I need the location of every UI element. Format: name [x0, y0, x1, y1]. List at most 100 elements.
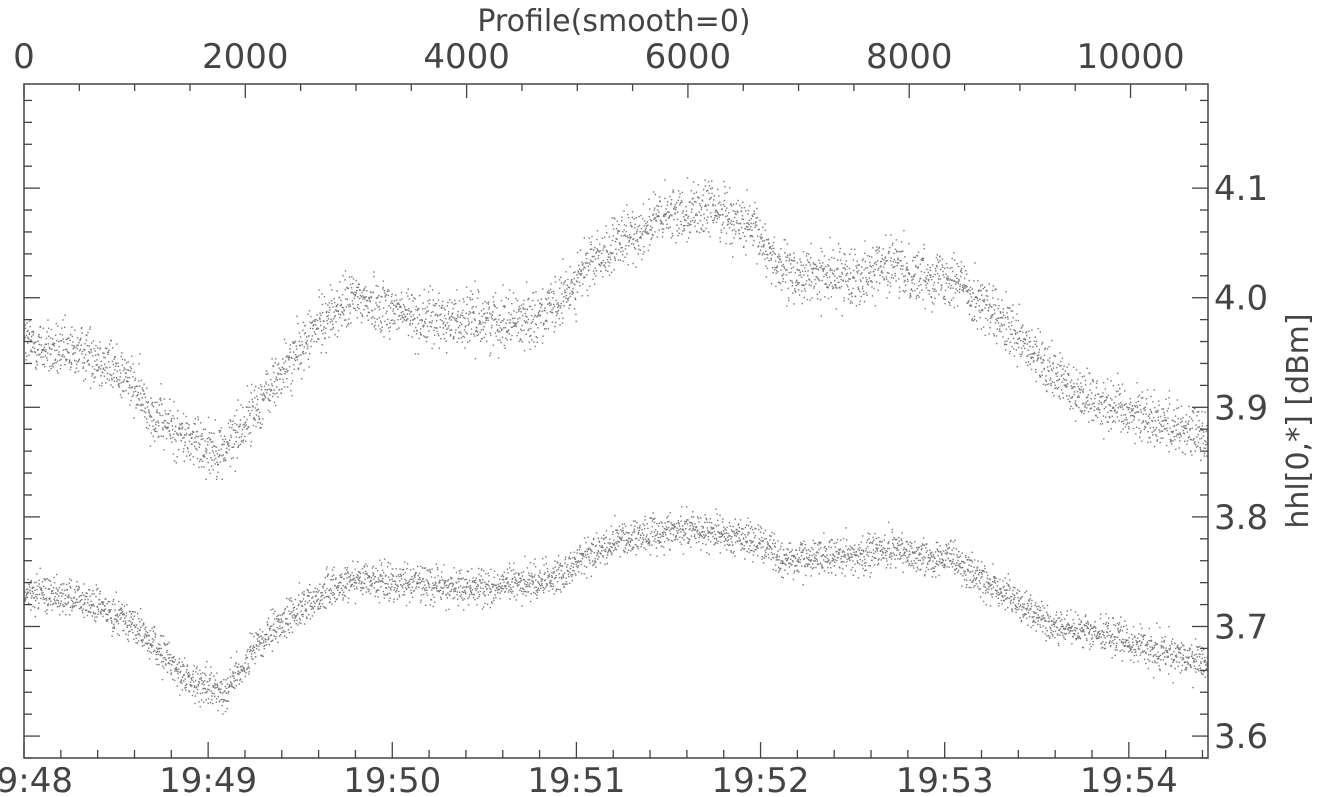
data-point	[457, 314, 459, 316]
data-point	[722, 203, 725, 206]
data-point	[417, 323, 420, 325]
data-point	[144, 416, 146, 418]
data-point	[238, 426, 240, 428]
data-point	[221, 455, 223, 457]
data-point	[120, 372, 122, 374]
data-point	[491, 324, 493, 327]
data-point	[849, 253, 851, 255]
data-point	[1204, 439, 1206, 442]
data-point	[160, 647, 162, 650]
data-point	[139, 392, 142, 395]
data-point	[783, 267, 786, 269]
data-point	[740, 227, 743, 229]
data-point	[657, 214, 659, 217]
data-point	[119, 369, 121, 371]
data-point	[113, 626, 115, 628]
data-point	[839, 287, 841, 289]
data-point	[502, 284, 504, 286]
data-point	[240, 678, 242, 680]
data-point	[184, 441, 186, 443]
data-point	[135, 624, 138, 626]
data-point	[635, 240, 637, 242]
data-point	[167, 657, 170, 659]
data-point	[206, 449, 208, 451]
data-point	[907, 269, 909, 271]
data-point	[960, 261, 963, 263]
data-point	[345, 298, 347, 300]
data-point	[153, 428, 155, 430]
data-point	[370, 297, 373, 299]
data-point	[1140, 411, 1142, 413]
data-point	[287, 356, 290, 359]
data-point	[209, 674, 211, 676]
data-point	[496, 321, 498, 323]
data-point	[916, 255, 919, 257]
data-point	[961, 286, 964, 288]
data-point	[971, 319, 973, 321]
data-point	[376, 304, 378, 306]
data-point	[200, 676, 202, 679]
data-point	[1083, 412, 1085, 415]
data-point	[352, 283, 354, 285]
data-point	[355, 309, 357, 311]
data-point	[314, 319, 316, 321]
data-point	[401, 315, 403, 317]
data-point	[994, 312, 996, 315]
data-point	[790, 263, 792, 265]
data-point	[152, 401, 154, 404]
data-point	[131, 395, 133, 398]
data-point	[833, 257, 835, 259]
data-point	[86, 334, 88, 336]
data-point	[679, 193, 681, 195]
data-point	[639, 249, 642, 251]
data-point	[28, 332, 31, 334]
data-point	[579, 273, 581, 275]
data-point	[202, 672, 204, 674]
data-point	[588, 237, 590, 239]
data-point	[134, 386, 136, 388]
data-point	[274, 638, 277, 640]
data-point	[1006, 312, 1008, 314]
data-point	[41, 581, 44, 583]
data-point	[792, 266, 795, 268]
data-point	[273, 401, 276, 403]
data-point	[1136, 406, 1139, 409]
data-point	[1113, 402, 1115, 404]
data-point	[127, 376, 129, 379]
data-point	[452, 316, 454, 318]
data-point	[305, 342, 307, 344]
data-point	[803, 296, 805, 299]
data-point	[509, 319, 511, 321]
data-point	[1009, 307, 1011, 309]
data-point	[649, 208, 651, 210]
data-point	[1105, 399, 1107, 401]
data-point	[1034, 353, 1036, 355]
data-point	[788, 299, 790, 302]
data-point	[213, 693, 215, 695]
data-point	[380, 331, 382, 333]
data-point	[593, 283, 596, 285]
data-point	[248, 401, 251, 403]
data-point	[700, 208, 702, 211]
data-point	[177, 668, 180, 671]
data-point	[574, 284, 576, 286]
data-point	[55, 573, 58, 576]
data-point	[1203, 447, 1205, 449]
data-point	[694, 214, 697, 217]
data-point	[1091, 392, 1093, 394]
data-point	[36, 573, 38, 575]
data-point	[871, 286, 873, 288]
data-point	[803, 284, 805, 286]
data-point	[675, 242, 677, 244]
data-point	[1054, 384, 1056, 386]
data-point	[146, 418, 148, 420]
data-point	[142, 390, 145, 392]
data-point	[852, 275, 854, 278]
data-point	[172, 436, 174, 439]
data-point	[290, 390, 292, 392]
data-point	[995, 304, 997, 307]
data-point	[99, 368, 102, 370]
data-point	[106, 372, 109, 375]
data-point	[838, 281, 840, 284]
data-point	[586, 289, 588, 291]
